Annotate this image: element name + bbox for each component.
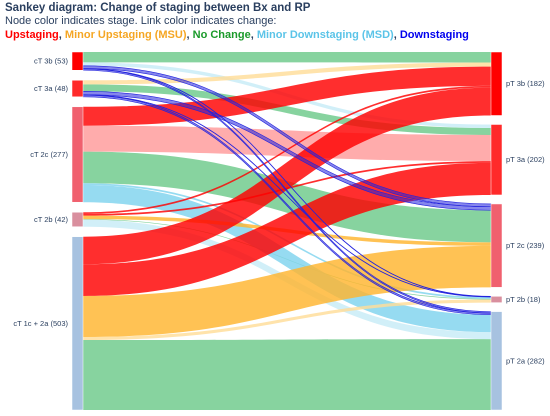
node-cT3a[interactable] <box>71 80 84 98</box>
chart-subtitle: Node color indicates stage. Link color i… <box>5 15 277 27</box>
legend-upstaging: Upstaging <box>5 29 59 41</box>
link-cT12a-to-pT2b <box>83 299 491 341</box>
legend-downstaging: Downstaging <box>399 29 469 41</box>
legend-separator: , <box>186 29 193 41</box>
sankey-node-labels: cT 3b (53) cT 3a (48) cT 2c (277) cT 2b (42… <box>13 57 545 366</box>
node-cT2b[interactable] <box>71 211 84 227</box>
chart-title: Sankey diagram: Change of staging betwee… <box>5 2 311 14</box>
link-cT3a-to-pT3b <box>83 62 491 85</box>
legend-separator: , <box>250 29 257 41</box>
link-cT2c-to-pT3b <box>83 66 491 126</box>
chart-header: Sankey diagram: Change of staging betwee… <box>5 2 545 42</box>
node-label-pT2a: pT 2a (282) <box>506 356 545 365</box>
link-cT12a-to-pT2a <box>83 339 491 410</box>
node-label-pT2b: pT 2b (18) <box>506 295 541 304</box>
node-label-cT3a: cT 3a (48) <box>34 84 69 93</box>
legend-separator: , <box>58 29 65 41</box>
node-label-pT3a: pT 3a (202) <box>506 155 545 164</box>
legend-no-change: No Change <box>192 29 251 41</box>
node-label-cT2b: cT 2b (42) <box>34 215 69 224</box>
node-label-cT12a: cT 1c + 2a (503) <box>13 319 68 328</box>
sankey-links <box>82 52 492 410</box>
node-pT2a[interactable] <box>490 311 503 411</box>
legend-minor-downstaging: Minor Downstaging (MSD) <box>256 29 394 41</box>
link-color-legend: Upstaging, Minor Upstaging (MSU), No Cha… <box>5 28 545 42</box>
link-cT12a-to-pT2c <box>83 245 491 337</box>
node-label-cT3b: cT 3b (53) <box>34 57 69 66</box>
sankey-nodes <box>71 51 503 411</box>
link-cT2c-to-pT2a <box>83 185 491 333</box>
node-label-pT3b: pT 3b (182) <box>506 79 545 88</box>
link-cT2c-to-pT2c <box>83 151 491 243</box>
link-cT2c-to-pT3a <box>83 125 491 162</box>
link-cT3b-to-pT3b <box>83 52 491 63</box>
link-cT3a-to-pT3a <box>83 84 491 135</box>
node-pT3a[interactable] <box>490 124 503 196</box>
node-pT2c[interactable] <box>490 203 503 288</box>
node-pT3b[interactable] <box>490 51 503 116</box>
node-label-pT2c: pT 2c (239) <box>506 241 545 250</box>
legend-separator: , <box>393 29 400 41</box>
legend-minor-upstaging: Minor Upstaging (MSU) <box>64 29 187 41</box>
node-cT12a[interactable] <box>71 236 84 411</box>
node-pT2b[interactable] <box>490 296 503 303</box>
link-cT12a-to-pT3b <box>83 87 491 265</box>
node-cT2c[interactable] <box>71 106 84 203</box>
node-cT3b[interactable] <box>71 51 84 71</box>
node-label-cT2c: cT 2c (277) <box>30 150 68 159</box>
